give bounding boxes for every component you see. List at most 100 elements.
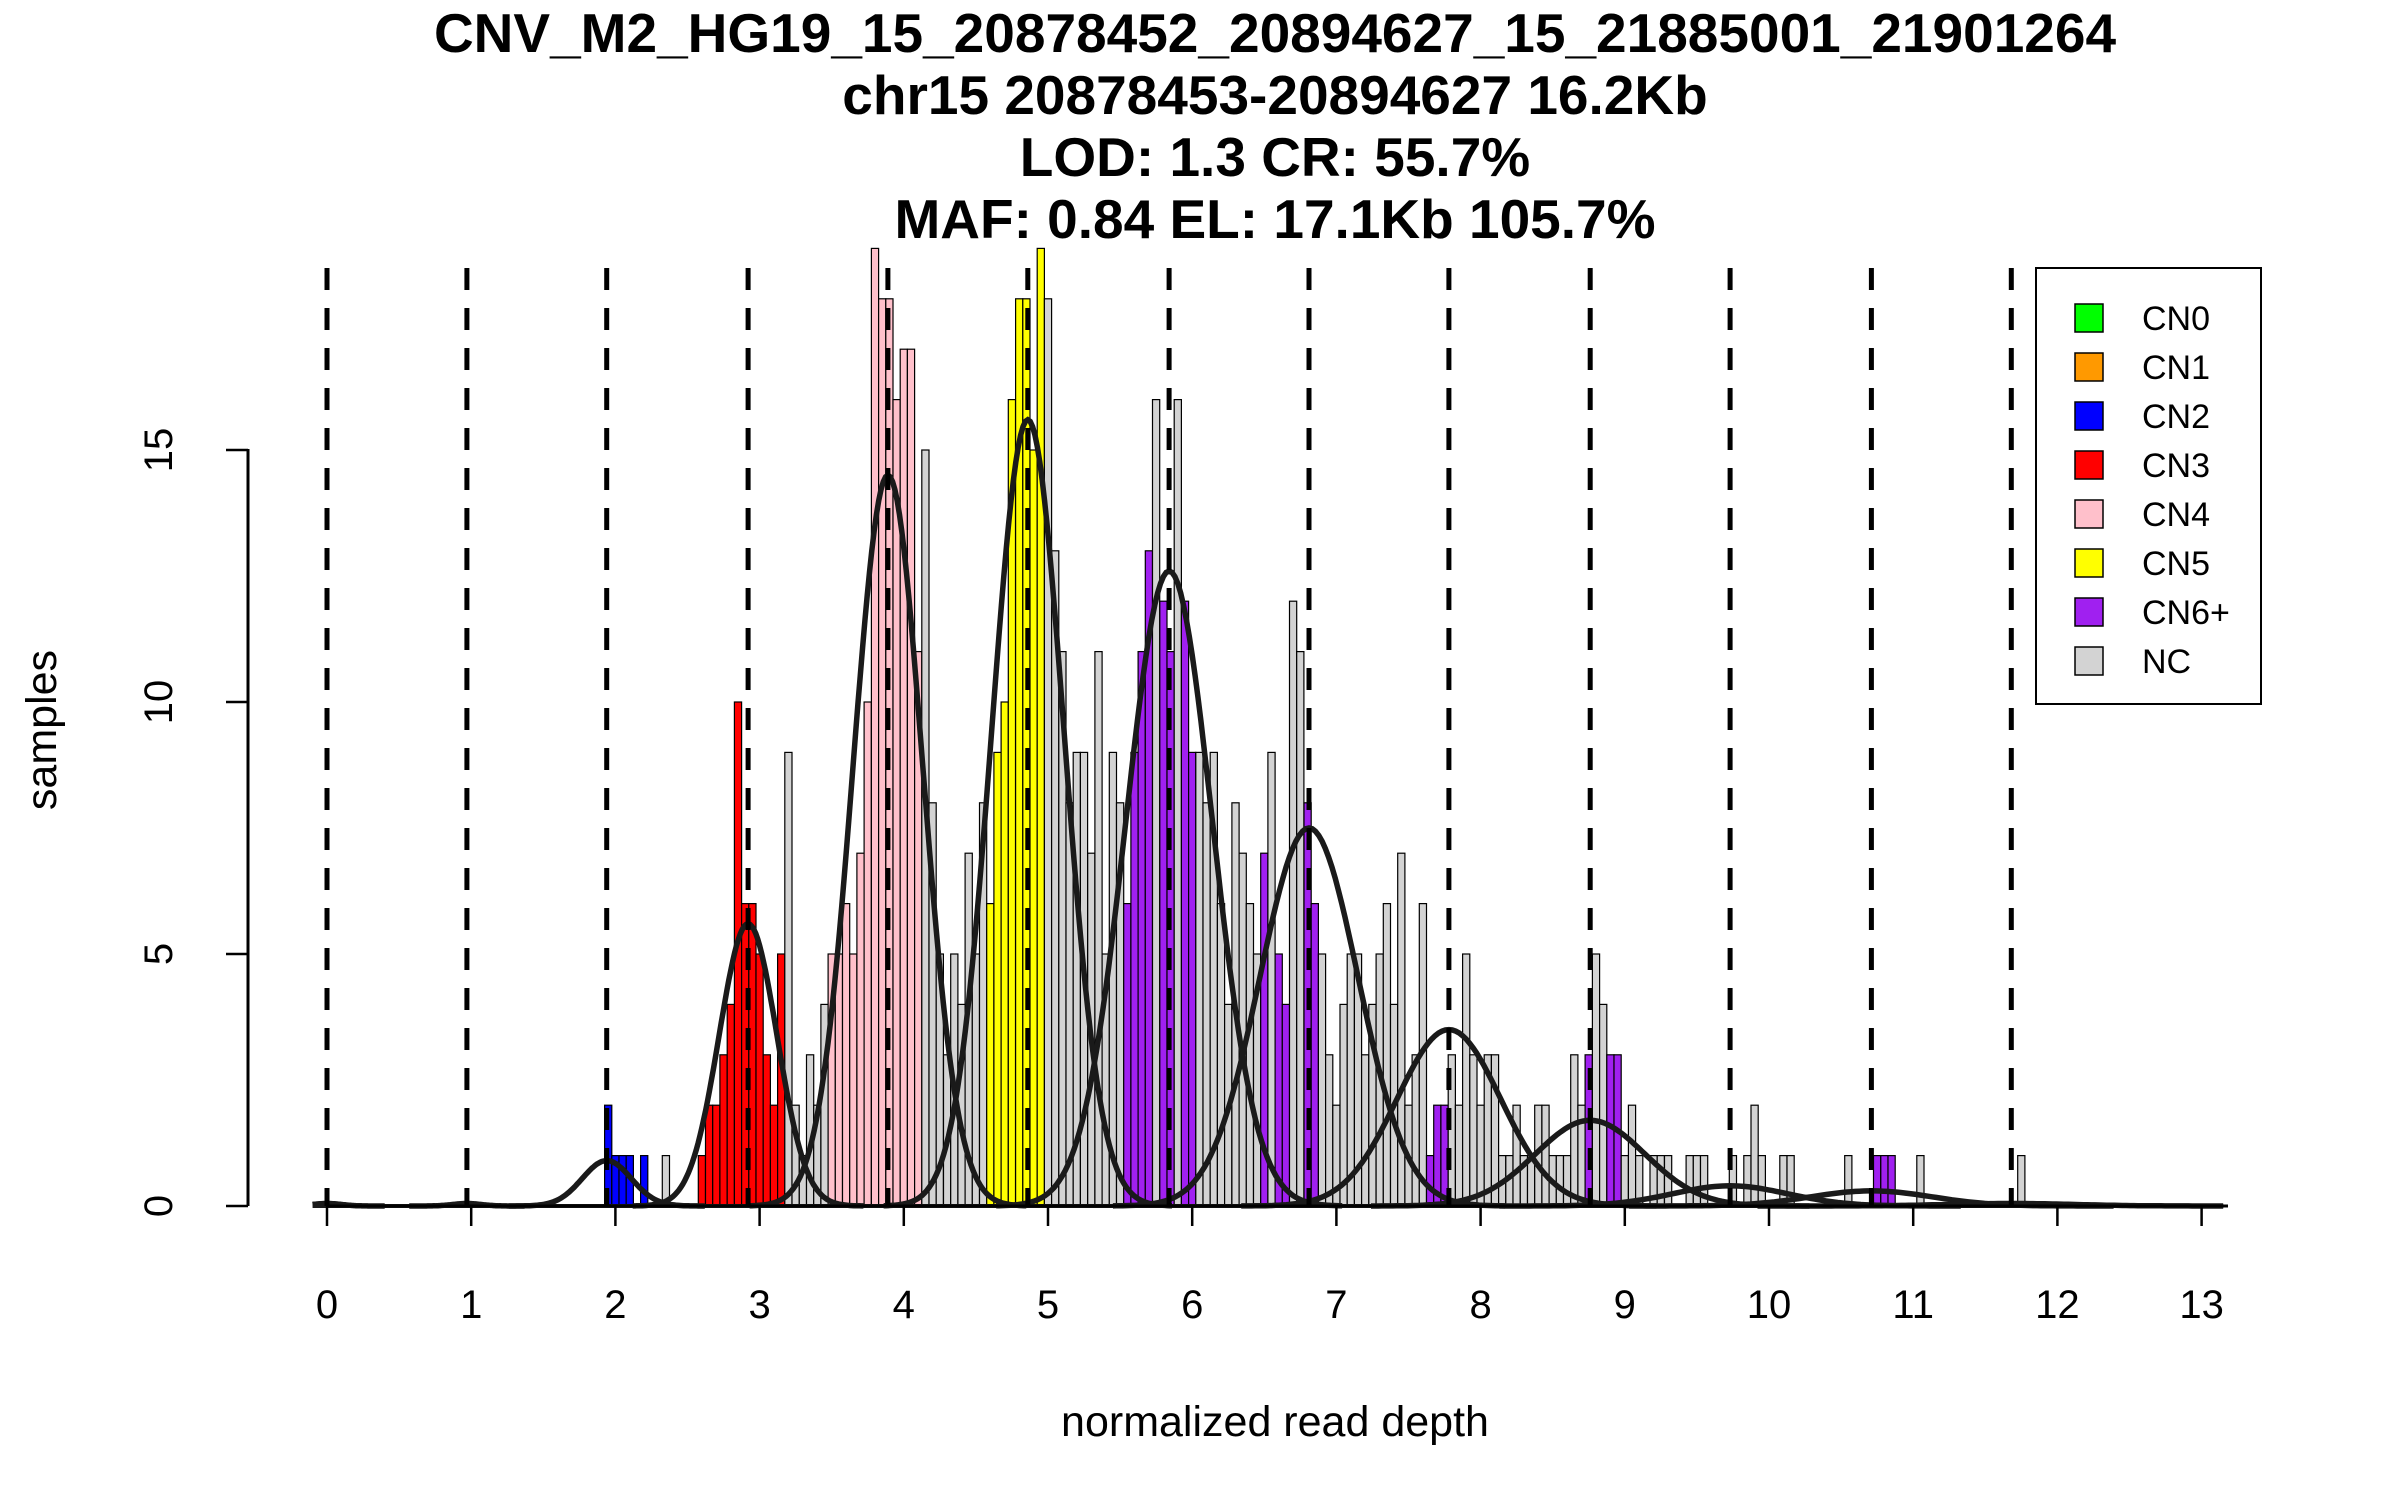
histogram-bar-cn5 [986, 902, 995, 1207]
x-axis-label: normalized read depth [1061, 1398, 1489, 1446]
histogram-bar-cn4 [849, 953, 858, 1207]
histogram-bar-nc [1461, 953, 1471, 1207]
legend-swatch-cn6plus [2074, 597, 2104, 627]
y-tick-label-15: 15 [137, 428, 181, 473]
histogram-bar-nc [1360, 1054, 1370, 1207]
histogram-bar-cn6plus [1281, 1003, 1291, 1207]
histogram-bar-cn3 [762, 1054, 772, 1207]
legend-label-cn0: CN0 [2142, 300, 2210, 338]
histogram-bar-nc [1382, 902, 1392, 1207]
density-curve-6 [996, 567, 1343, 1209]
y-tick-label-5: 5 [137, 943, 181, 965]
x-tick-label-3: 3 [748, 1283, 770, 1327]
density-curve-5 [883, 416, 1172, 1209]
histogram-bar-nc [1245, 902, 1255, 1207]
histogram-bar-cn3 [697, 1154, 707, 1207]
histogram-bar-nc [1339, 1003, 1348, 1207]
histogram-bar-cn4 [863, 701, 872, 1207]
histogram-bar-nc [1757, 1154, 1766, 1207]
histogram-bar-cn2 [618, 1154, 627, 1207]
x-axis-ticks: 0 1 2 3 4 5 6 7 8 9 10 11 12 13 [316, 1206, 2224, 1327]
x-tick-label-13: 13 [2179, 1283, 2224, 1327]
title-line-2: chr15 20878453-20894627 16.2Kb [842, 64, 1707, 126]
histogram-bar-nc [1195, 751, 1204, 1207]
histogram-bar-nc [1598, 1003, 1608, 1207]
histogram-bar-nc [1541, 1104, 1550, 1207]
copy-number-guides [324, 268, 2014, 1206]
legend-swatch-cn4 [2074, 499, 2104, 529]
x-tick-label-7: 7 [1325, 1283, 1347, 1327]
x-tick-label-2: 2 [604, 1283, 626, 1327]
x-tick-label-11: 11 [1892, 1283, 1934, 1327]
histogram-bar-nc [1685, 1154, 1694, 1207]
histogram-bar-nc [1469, 1054, 1478, 1207]
histogram-bar-cn3 [769, 1104, 779, 1207]
title-line-3: LOD: 1.3 CR: 55.7% [1020, 126, 1530, 188]
histogram-bar-nc [1627, 1104, 1637, 1207]
histogram-bar-nc [1151, 399, 1161, 1207]
x-tick-label-1: 1 [460, 1283, 482, 1327]
histogram-bar-cn5 [993, 751, 1002, 1207]
legend-label-cn3: CN3 [2142, 447, 2210, 485]
histogram-bar-nc [1916, 1154, 1925, 1207]
histogram-bar-cn3 [719, 1054, 728, 1207]
histogram-bar-nc [1570, 1054, 1579, 1207]
histogram-bar-nc [1267, 751, 1276, 1207]
histogram-bar-nc [1202, 802, 1211, 1207]
histogram-bar-cn6plus [1130, 751, 1139, 1207]
histogram-bar-cn3 [704, 1104, 714, 1207]
histogram-bar-cn6plus [1187, 751, 1197, 1207]
legend-swatch-cn3 [2074, 450, 2104, 480]
histogram-bar-nc [1591, 953, 1601, 1207]
histogram-bar-cn6plus [1123, 902, 1132, 1207]
chart-title: CNV_M2_HG19_15_20878452_20894627_15_2188… [434, 2, 2117, 250]
y-tick-label-0: 0 [137, 1195, 181, 1217]
histogram-bar-nc [2017, 1154, 2026, 1207]
legend-swatch-cn5 [2074, 548, 2104, 578]
y-axis-label: samples [18, 650, 66, 810]
histogram-bar-nc [1750, 1104, 1759, 1207]
histogram-bar-nc [1620, 1154, 1629, 1207]
histogram-bar-cn4 [856, 852, 865, 1207]
y-tick-label-10: 10 [137, 680, 181, 725]
x-tick-label-9: 9 [1614, 1283, 1636, 1327]
y-axis-ticks: 0 5 10 15 [137, 428, 248, 1217]
legend-swatch-cn2 [2074, 401, 2104, 431]
histogram-bar-nc [784, 751, 793, 1207]
histogram-bar-cn6plus [1180, 600, 1190, 1207]
histogram-bar-nc [1216, 902, 1226, 1207]
x-tick-label-0: 0 [316, 1283, 338, 1327]
x-tick-label-4: 4 [893, 1283, 915, 1327]
legend-label-cn2: CN2 [2142, 398, 2210, 436]
histogram-bar-nc [1411, 1054, 1420, 1207]
x-tick-label-5: 5 [1037, 1283, 1059, 1327]
histogram-bar-cn6plus [1137, 650, 1146, 1207]
legend: CN0 CN1 CN2 CN3 CN4 CN5 CN6+ NC [2035, 267, 2262, 705]
legend-box [2035, 267, 2262, 705]
histogram-bar-cn6plus [1159, 600, 1168, 1207]
legend-label-nc: NC [2142, 643, 2191, 681]
histogram-bar-cn5 [1029, 449, 1038, 1207]
histogram-bar-nc [1663, 1154, 1673, 1207]
histogram-bar-nc [1555, 1154, 1565, 1207]
histogram-bar-cn6plus [1880, 1154, 1889, 1207]
histogram-bar-cn5 [1036, 247, 1045, 1207]
histogram-bar-cn6plus [1425, 1154, 1435, 1207]
x-tick-label-6: 6 [1181, 1283, 1203, 1327]
histogram-bar-cn6plus [1310, 902, 1319, 1207]
histogram-bar-nc [1043, 298, 1053, 1207]
histogram-bar-nc [1692, 1154, 1702, 1207]
histogram-bar-cn4 [870, 247, 880, 1207]
axes [246, 449, 2228, 1208]
histogram-bar-nc [1743, 1154, 1752, 1207]
legend-swatch-cn1 [2074, 352, 2104, 382]
x-tick-label-10: 10 [1747, 1283, 1792, 1327]
legend-swatch-cn0 [2074, 303, 2104, 333]
histogram-bar-cn3 [726, 1003, 736, 1207]
x-tick-label-8: 8 [1469, 1283, 1491, 1327]
histogram-bar-cn5 [1000, 701, 1009, 1207]
title-line-1: CNV_M2_HG19_15_20878452_20894627_15_2188… [434, 2, 2117, 64]
histogram-bar-nc [1288, 600, 1298, 1207]
histogram-bar-nc [1454, 1104, 1464, 1207]
legend-swatch-nc [2074, 646, 2104, 676]
